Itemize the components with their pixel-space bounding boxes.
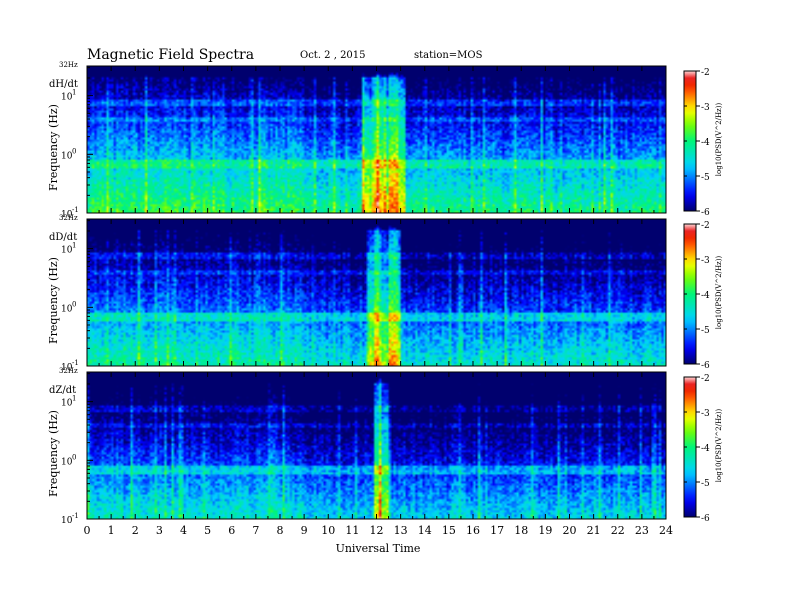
x-tick-label: 23 xyxy=(635,524,649,537)
y-tick-label: 10 xyxy=(61,93,73,103)
x-tick-label: 8 xyxy=(277,524,284,537)
y-tick-exponent: -1 xyxy=(72,206,79,214)
top-frequency-label: 32Hz xyxy=(59,61,78,69)
x-tick-label: 16 xyxy=(466,524,480,537)
x-tick-label: 24 xyxy=(659,524,673,537)
colorbar-tick-label: -4 xyxy=(701,291,710,301)
panel-name-label: dZ/dt xyxy=(49,385,76,396)
x-tick-label: 2 xyxy=(132,524,139,537)
y-tick-label: 10 xyxy=(61,304,73,314)
y-axis-label: Frequency (Hz) xyxy=(47,410,60,497)
spectrogram-image xyxy=(87,219,666,366)
panel-name-label: dD/dt xyxy=(49,232,77,243)
x-tick-label: 14 xyxy=(418,524,432,537)
x-tick-label: 6 xyxy=(228,524,235,537)
colorbar-tick-label: -6 xyxy=(701,208,710,218)
y-axis-label: Frequency (Hz) xyxy=(47,104,60,191)
x-tick-label: 17 xyxy=(490,524,504,537)
colorbar-tick-label: -5 xyxy=(701,479,710,489)
top-frequency-label: 32Hz xyxy=(59,367,78,375)
x-tick-label: 20 xyxy=(563,524,577,537)
spectrogram-image xyxy=(87,66,666,213)
x-tick-label: 3 xyxy=(156,524,163,537)
colorbar-tick-label: -5 xyxy=(701,173,710,183)
colorbar-tick-label: -4 xyxy=(701,138,710,148)
colorbar-tick-label: -5 xyxy=(701,326,710,336)
date-label: Oct. 2 , 2015 xyxy=(300,50,366,61)
x-tick-label: 11 xyxy=(345,524,359,537)
y-axis-label: Frequency (Hz) xyxy=(47,257,60,344)
x-axis-label: Universal Time xyxy=(336,542,421,555)
colorbar-tick-label: -6 xyxy=(701,514,710,524)
x-tick-label: 19 xyxy=(538,524,552,537)
y-tick-exponent: 1 xyxy=(72,395,76,403)
x-tick-label: 1 xyxy=(108,524,115,537)
colorbar-tick-label: -3 xyxy=(701,256,710,266)
spectrogram-image xyxy=(87,372,666,519)
y-tick-label: 10 xyxy=(61,363,73,373)
y-tick-exponent: -1 xyxy=(72,359,79,367)
x-tick-label: 12 xyxy=(370,524,384,537)
x-tick-label: 15 xyxy=(442,524,456,537)
y-tick-label: 10 xyxy=(61,246,73,256)
y-tick-exponent: 0 xyxy=(72,453,76,461)
x-tick-label: 9 xyxy=(301,524,308,537)
y-tick-exponent: -1 xyxy=(72,512,79,520)
y-tick-label: 10 xyxy=(61,210,73,220)
colorbar-tick-label: -6 xyxy=(701,361,710,371)
x-tick-label: 13 xyxy=(394,524,408,537)
colorbar-tick-label: -3 xyxy=(701,103,710,113)
colorbar-label: log10(PSD(V^2/Hz)) xyxy=(715,409,723,483)
colorbar-tick-label: -2 xyxy=(701,221,710,231)
panel-2: 0 1 2 3 4 5 6 7 8 9 10 11 12 13 14 15 16 17 18 19 20 21 22 23 24… xyxy=(47,367,723,537)
station-label: station=MOS xyxy=(414,50,483,61)
figure-title: Magnetic Field Spectra xyxy=(87,47,254,63)
x-tick-label: 5 xyxy=(204,524,211,537)
x-tick-label: 22 xyxy=(611,524,625,537)
y-tick-label: 10 xyxy=(61,399,73,409)
x-tick-label: 0 xyxy=(84,524,91,537)
y-tick-exponent: 0 xyxy=(72,147,76,155)
x-tick-label: 7 xyxy=(252,524,259,537)
colorbar-tick-label: -2 xyxy=(701,68,710,78)
y-tick-exponent: 1 xyxy=(72,89,76,97)
x-tick-label: 21 xyxy=(587,524,601,537)
x-tick-label: 4 xyxy=(180,524,187,537)
colorbar-label: log10(PSD(V^2/Hz)) xyxy=(715,103,723,177)
colorbar-label: log10(PSD(V^2/Hz)) xyxy=(715,256,723,330)
x-tick-label: 10 xyxy=(321,524,335,537)
panel-name-label: dH/dt xyxy=(49,79,78,90)
y-tick-exponent: 0 xyxy=(72,300,76,308)
colorbar-tick-label: -2 xyxy=(701,374,710,384)
top-frequency-label: 32Hz xyxy=(59,214,78,222)
colorbar-tick-label: -4 xyxy=(701,444,710,454)
y-tick-label: 10 xyxy=(61,457,73,467)
y-tick-exponent: 1 xyxy=(72,242,76,250)
colorbar-tick-label: -3 xyxy=(701,409,710,419)
x-tick-label: 18 xyxy=(514,524,528,537)
y-tick-label: 10 xyxy=(61,516,73,526)
y-tick-label: 10 xyxy=(61,151,73,161)
